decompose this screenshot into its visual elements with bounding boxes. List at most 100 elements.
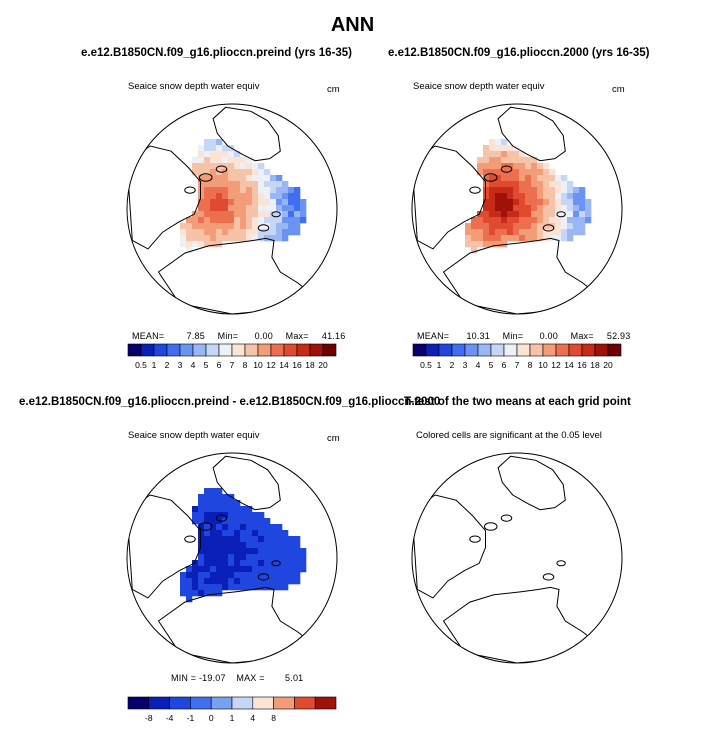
map-cell — [549, 199, 556, 206]
map-cell — [222, 145, 229, 152]
map-cell — [234, 542, 241, 549]
map-cell — [216, 151, 223, 158]
colorbar-tick-label: 1 — [230, 713, 235, 723]
map-cell — [276, 223, 283, 230]
colorbar-swatch — [529, 343, 544, 357]
map-cell — [258, 223, 265, 230]
map-cell — [222, 181, 229, 188]
panel3-max-value: 5.01 — [285, 673, 304, 683]
map-cell — [537, 229, 544, 236]
map-cell — [549, 169, 556, 176]
map-cell — [198, 241, 205, 248]
map-cell — [561, 187, 568, 194]
colorbar-swatch — [127, 696, 150, 710]
panel4-title: T-test of the two means at each grid poi… — [404, 396, 631, 408]
map-cell — [198, 518, 205, 525]
panel1-min-label: Min= — [217, 331, 239, 341]
map-cell — [483, 229, 490, 236]
map-cell — [180, 584, 187, 591]
map-cell — [240, 578, 247, 585]
map-cell — [210, 536, 217, 543]
map-cell — [300, 199, 307, 206]
map-cell — [204, 512, 211, 519]
map-cell — [537, 205, 544, 212]
map-cell — [276, 560, 283, 567]
map-cell — [222, 175, 229, 182]
map-cell — [471, 247, 478, 254]
map-cell — [573, 223, 580, 230]
colorbar-swatch — [273, 696, 295, 710]
map-cell — [252, 163, 259, 170]
map-cell — [222, 235, 229, 242]
map-cell — [198, 187, 205, 194]
panel2-mean-label: MEAN= — [417, 331, 450, 341]
map-cell — [186, 566, 193, 573]
map-cell — [204, 211, 211, 218]
map-cell — [501, 217, 508, 224]
map-cell — [288, 223, 295, 230]
colorbar-tick-label: 7 — [515, 360, 520, 370]
map-cell — [270, 524, 277, 531]
map-cell — [264, 181, 271, 188]
map-cell — [216, 187, 223, 194]
map-cell — [210, 151, 217, 158]
map-cell — [204, 518, 211, 525]
panel2-stats: MEAN= 10.31 Min= 0.00 Max= 52.93 — [417, 331, 630, 341]
map-cell — [234, 205, 241, 212]
map-cell — [483, 211, 490, 218]
map-cell — [240, 506, 247, 513]
map-cell — [210, 542, 217, 549]
map-cell — [270, 223, 277, 230]
map-cell — [204, 151, 211, 158]
map-cell — [585, 199, 592, 206]
map-cell — [258, 512, 265, 519]
colorbar-tick-label: -8 — [145, 713, 153, 723]
panel3-min-label: MIN = — [171, 673, 197, 683]
map-cell — [483, 169, 490, 176]
map-cell — [228, 500, 235, 507]
map-cell — [264, 542, 271, 549]
map-cell — [519, 217, 526, 224]
colorbar-swatch — [231, 696, 254, 710]
map-cell — [222, 494, 229, 501]
colorbar-swatch — [148, 696, 170, 710]
colorbar-swatch — [205, 343, 220, 357]
panel2-min-label: Min= — [502, 331, 524, 341]
map-cell — [192, 560, 199, 567]
map-cell — [252, 217, 259, 224]
map-cell — [204, 566, 211, 573]
map-cell — [555, 223, 562, 230]
map-cell — [531, 175, 538, 182]
map-cell — [210, 488, 217, 495]
map-cell — [246, 542, 253, 549]
map-cell — [585, 217, 592, 224]
colorbar-swatch — [140, 343, 155, 357]
map-cell — [483, 235, 490, 242]
map-cell — [252, 566, 259, 573]
map-cell — [216, 536, 223, 543]
map-cell — [252, 554, 259, 561]
map-cell — [276, 217, 283, 224]
map-cell — [210, 500, 217, 507]
map-cell — [264, 211, 271, 218]
colorbar-tick-label: 1 — [437, 360, 442, 370]
map-cell — [246, 193, 253, 200]
map-cell — [264, 223, 271, 230]
colorbar-swatch — [477, 343, 492, 357]
map-cell — [234, 151, 241, 158]
map-cell — [270, 175, 277, 182]
map-cell — [210, 590, 217, 597]
map-cell — [240, 548, 247, 555]
map-cell — [234, 235, 241, 242]
map-cell — [228, 157, 235, 164]
map-cell — [537, 199, 544, 206]
map-cell — [495, 241, 502, 248]
map-cell — [252, 536, 259, 543]
map-cell — [567, 205, 574, 212]
map-cell — [549, 229, 556, 236]
map-cell — [561, 223, 568, 230]
map-cell — [210, 169, 217, 176]
panel2-title: e.e12.B1850CN.f09_g16.plioccn.2000 (yrs … — [388, 47, 650, 59]
map-cell — [246, 181, 253, 188]
map-cell — [210, 181, 217, 188]
